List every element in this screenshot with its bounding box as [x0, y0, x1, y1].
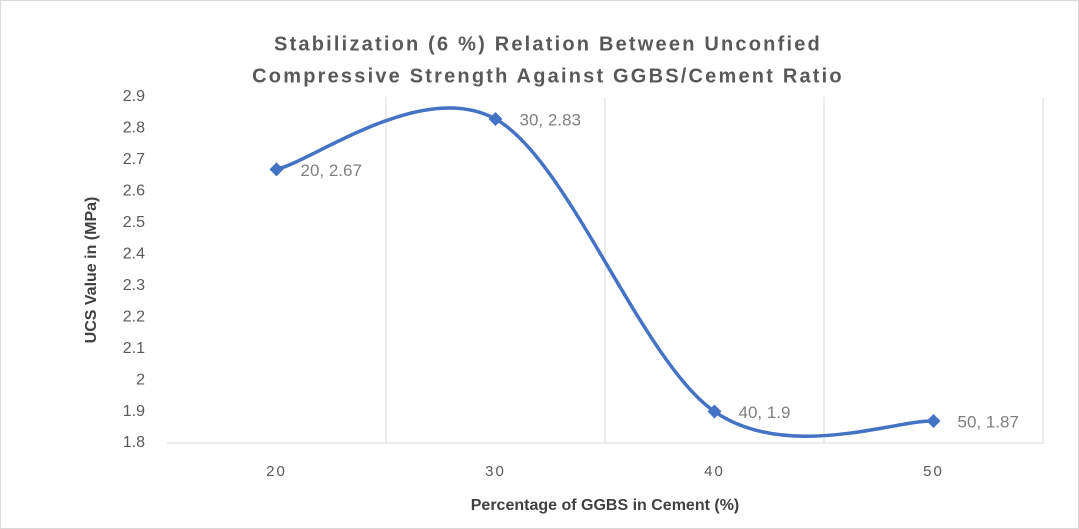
y-tick-label: 2.7	[123, 151, 145, 168]
y-tick-label: 2.9	[123, 88, 145, 105]
marker	[269, 162, 284, 177]
y-tick-label: 2.8	[123, 120, 145, 137]
data-label: 50, 1.87	[958, 412, 1019, 431]
y-tick-label: 1.9	[123, 403, 145, 420]
x-tick-label: 20	[266, 463, 287, 480]
chart-title: Stabilization (6 %) Relation Between Unc…	[274, 33, 822, 55]
y-tick-label: 2.1	[123, 340, 145, 357]
data-label: 40, 1.9	[739, 403, 791, 422]
y-tick-label: 2.5	[123, 214, 145, 231]
y-axis-title: UCS Value in (MPa)	[83, 197, 100, 344]
data-label: 20, 2.67	[301, 161, 362, 180]
x-tick-label: 40	[704, 463, 725, 480]
marker	[926, 413, 941, 428]
y-tick-label: 2.2	[123, 308, 145, 325]
marker	[488, 112, 503, 127]
y-tick-label: 1.8	[123, 434, 145, 451]
marker	[707, 404, 722, 419]
y-tick-label: 2	[136, 371, 145, 388]
x-tick-label: 30	[485, 463, 506, 480]
y-tick-label: 2.6	[123, 183, 145, 200]
y-tick-label: 2.4	[123, 245, 145, 262]
x-tick-label: 50	[923, 463, 944, 480]
y-tick-label: 2.3	[123, 277, 145, 294]
data-label: 30, 2.83	[520, 111, 581, 130]
line	[274, 106, 936, 438]
x-axis-title: Percentage of GGBS in Cement (%)	[471, 497, 740, 514]
chart-title: Compressive Strength Against GGBS/Cement…	[252, 65, 844, 87]
